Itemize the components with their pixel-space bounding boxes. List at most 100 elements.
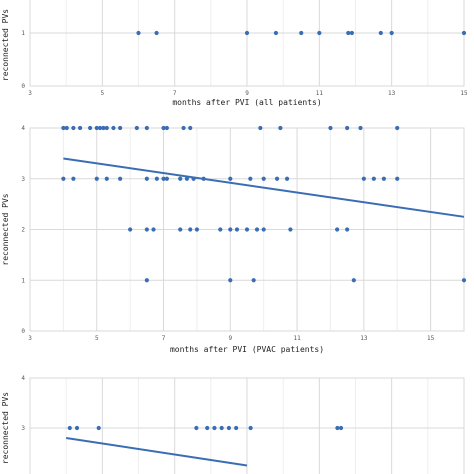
data-point [389, 30, 394, 36]
data-point [154, 30, 159, 36]
y-tick-label: 3 [21, 425, 25, 432]
data-point [188, 125, 193, 131]
data-point [317, 30, 322, 36]
data-point [188, 227, 193, 232]
data-point [371, 176, 376, 181]
data-point [273, 30, 279, 36]
data-point [335, 425, 340, 431]
data-point [101, 125, 106, 131]
data-point [361, 176, 366, 181]
data-point [284, 176, 290, 181]
data-point [118, 125, 123, 131]
data-point [345, 227, 350, 232]
data-point [288, 227, 293, 232]
data-point [96, 425, 101, 431]
data-point [144, 278, 149, 283]
data-point [205, 425, 210, 431]
data-point [194, 425, 199, 431]
data-point [234, 425, 239, 431]
data-point [395, 176, 400, 181]
data-point [228, 176, 233, 181]
x-tick-label: 9 [228, 335, 232, 342]
data-point [77, 125, 83, 131]
data-point [104, 125, 109, 131]
data-point [61, 176, 66, 181]
data-point [164, 176, 169, 181]
data-point [181, 125, 186, 131]
data-point [201, 176, 206, 181]
x-tick-label: 15 [427, 335, 435, 342]
data-point [328, 125, 333, 131]
data-point [244, 227, 250, 232]
data-point [71, 176, 76, 181]
scatter-chart-pvac-patients: 0 1 2 3 4 3 5 7 9 11 13 15 months after PVI (PVAC pa… [1, 125, 467, 354]
y-tick-label: 0 [21, 83, 25, 90]
data-point [94, 176, 99, 181]
plot-frame [29, 127, 465, 332]
data-point [461, 30, 467, 36]
data-point [161, 176, 166, 181]
trend-line [63, 157, 465, 218]
data-point [261, 227, 266, 232]
x-axis-title: months after PVI (PVAC patients) [170, 345, 324, 354]
data-point [346, 30, 351, 36]
plot-frame [29, 377, 465, 474]
data-point [274, 176, 280, 181]
x-tick-label: 5 [101, 90, 105, 97]
data-point [212, 425, 217, 431]
data-point [134, 125, 139, 131]
trend-line [66, 437, 248, 467]
scatter-chart-third-panel: 3 4 reconnected PVs [1, 375, 465, 474]
data-point [154, 176, 159, 181]
data-point [104, 176, 109, 181]
data-point [74, 425, 80, 431]
data-point [395, 125, 400, 131]
data-point [244, 30, 250, 36]
data-point [94, 125, 99, 131]
y-axis-title: reconnected PVs [1, 9, 10, 81]
data-point [161, 125, 166, 131]
data-point [258, 125, 263, 131]
x-tick-label: 3 [28, 90, 32, 97]
data-point [144, 227, 149, 232]
data-point [178, 176, 183, 181]
data-point [299, 30, 304, 36]
x-tick-label: 15 [460, 90, 468, 97]
data-point [261, 176, 266, 181]
data-point [67, 425, 72, 431]
data-point [351, 278, 356, 283]
data-point [345, 125, 350, 131]
data-point [335, 227, 340, 232]
data-point [87, 125, 93, 131]
data-point [98, 125, 103, 131]
data-point [248, 425, 253, 431]
x-tick-label: 7 [173, 90, 177, 97]
data-point [144, 125, 149, 131]
data-point [118, 176, 123, 181]
y-axis-title: reconnected PVs [1, 193, 10, 265]
x-tick-label: 3 [28, 335, 32, 342]
y-axis-title: reconnected PVs [1, 392, 10, 464]
x-tick-label: 13 [360, 335, 368, 342]
data-point [64, 125, 69, 131]
data-point [461, 278, 467, 283]
x-axis-title: months after PVI (all patients) [172, 98, 321, 107]
data-point [128, 227, 133, 232]
data-point [228, 227, 233, 232]
x-tick-label: 11 [293, 335, 301, 342]
x-tick-label: 11 [316, 90, 324, 97]
y-tick-label: 4 [21, 375, 25, 382]
y-tick-label: 4 [21, 125, 25, 132]
y-tick-label: 1 [21, 277, 25, 284]
data-point [111, 125, 116, 131]
data-point [226, 425, 232, 431]
data-point [251, 278, 256, 283]
data-point [278, 125, 283, 131]
data-point [151, 227, 156, 232]
data-point [248, 176, 253, 181]
data-point [358, 125, 363, 131]
data-point [144, 176, 149, 181]
data-point [219, 425, 224, 431]
